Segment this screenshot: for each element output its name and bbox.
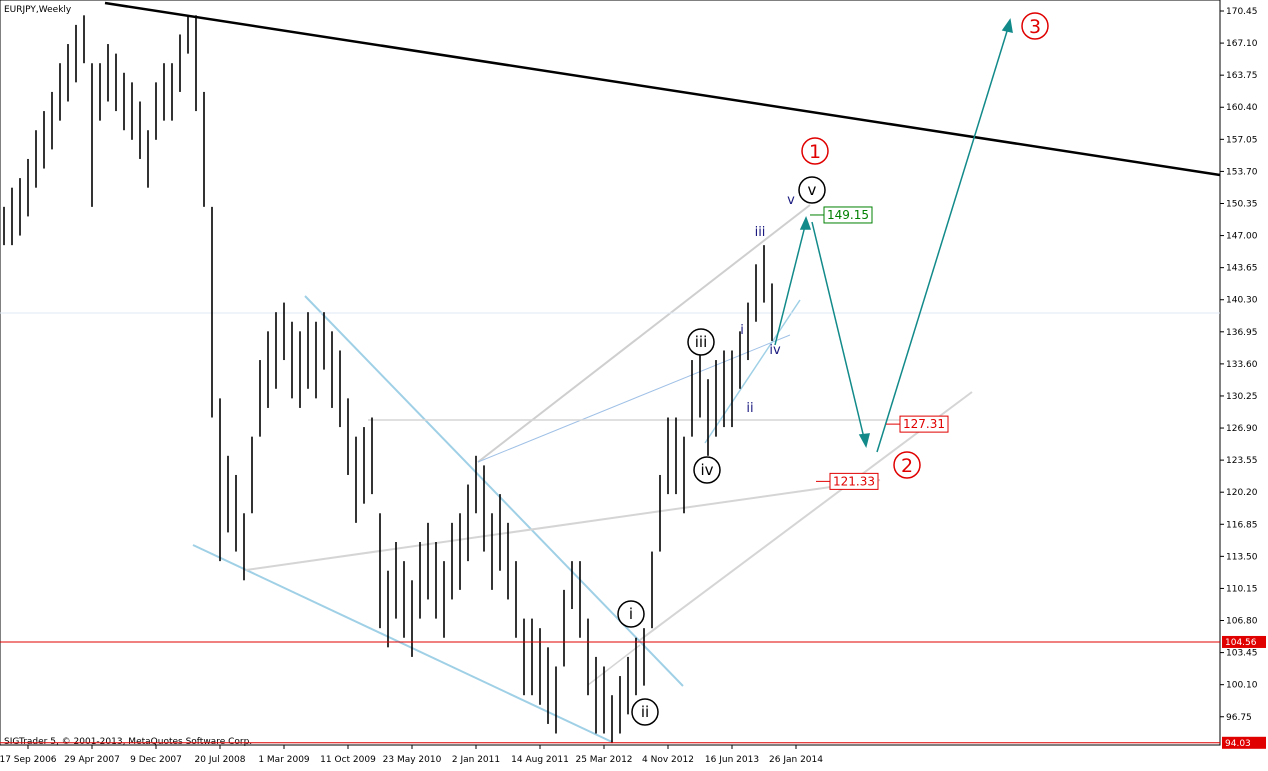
x-tick-label: 20 Jul 2008 [195,755,246,765]
y-tick-label: 170.45 [1226,7,1258,17]
y-tick-label: 96.75 [1226,713,1252,723]
chart-title: EURJPY,Weekly [4,5,72,15]
wave-circle [693,456,721,484]
minor-wave-label: iv [769,343,781,358]
y-tick-label: 106.80 [1226,617,1258,627]
arrow-head [799,216,812,230]
minor-wave-label: ii [746,401,753,416]
trend-line [704,299,801,444]
degree-label: 1 [809,141,821,163]
price-box [899,415,949,433]
arrow [774,225,806,346]
x-tick-label: 9 Dec 2007 [130,755,182,765]
trend-line [104,1,1221,177]
y-tick-label: 113.50 [1226,552,1258,562]
x-tick-label: 1 Mar 2009 [258,755,310,765]
bars [3,15,773,744]
y-tick-label: 110.15 [1226,584,1258,594]
wave-label: v [808,181,817,199]
level-box [1222,736,1266,749]
x-tick-label: 25 Mar 2012 [575,755,632,765]
price-box-label: 149.15 [827,208,869,222]
minor-wave-label: v [787,193,795,208]
price-box-label: 121.33 [833,474,875,488]
x-tick-label: 4 Nov 2012 [642,755,694,765]
drawings [0,1,1221,743]
trend-line [477,334,791,463]
trend-line [477,204,811,463]
y-tick-label: 120.20 [1226,488,1258,498]
x-tick-label: 14 Aug 2011 [511,755,569,765]
x-tick-label: 26 Jan 2014 [769,755,823,765]
x-tick-label: 2 Jan 2011 [452,755,500,765]
y-tick-label: 167.10 [1226,39,1258,49]
y-tick-label: 116.85 [1226,520,1258,530]
plot-frame [0,0,1221,746]
y-tick-label: 123.55 [1226,456,1258,466]
y-tick-label: 136.95 [1226,328,1258,338]
x-tick-label: 11 Oct 2009 [320,755,376,765]
footer: SIGTrader 5, © 2001-2013, MetaQuotes Sof… [4,737,252,747]
wave-circle [687,328,715,356]
wave-circle [617,600,645,628]
trend-line [245,479,881,571]
x-tick-label: 16 Jun 2013 [705,755,759,765]
y-tick-label: 147.00 [1226,232,1258,242]
wave-label: iv [700,461,713,479]
arrow [811,221,865,439]
level-label: 104.56 [1225,638,1257,648]
minor-wave-label: i [740,323,744,338]
y-tick-label: 153.70 [1226,167,1258,177]
wave-label: i [629,605,633,623]
wave-circle [798,176,826,204]
trend-line [639,391,973,641]
degree-label: 2 [901,455,913,477]
wave-label: ii [641,703,649,721]
degree-circle [893,451,921,479]
level-box [1222,635,1266,648]
x-tick-label: 23 May 2010 [383,755,442,765]
y-tick-label: 163.75 [1226,71,1258,81]
degree-label: 3 [1029,16,1041,38]
y-tick-label: 157.05 [1226,135,1258,145]
y-tick-label: 130.25 [1226,392,1258,402]
degree-circle [801,137,829,165]
x-tick-label: 17 Sep 2006 [0,755,57,765]
y-tick-label: 150.35 [1226,199,1258,209]
arrow-head [1001,18,1013,33]
trend-line [192,544,613,743]
y-tick-label: 100.10 [1226,681,1258,691]
y-tick-label: 143.65 [1226,264,1258,274]
price-box [829,472,879,490]
wave-label: iii [695,333,708,351]
arrow-head [858,433,870,449]
x-tick-label: 29 Apr 2007 [64,755,120,765]
wave-circle [631,698,659,726]
y-tick-label: 160.40 [1226,103,1258,113]
y-tick-label: 133.60 [1226,360,1258,370]
price-box [823,206,873,224]
price-box-label: 127.31 [903,417,945,431]
y-tick-label: 140.30 [1226,296,1258,306]
arrows [774,18,1013,453]
level-label: 94.03 [1225,739,1251,749]
arrow [876,27,1009,453]
y-tick-label: 103.45 [1226,649,1258,659]
minor-wave-label: iii [755,225,766,240]
y-tick-label: 126.90 [1226,424,1258,434]
degree-circle [1021,12,1049,40]
